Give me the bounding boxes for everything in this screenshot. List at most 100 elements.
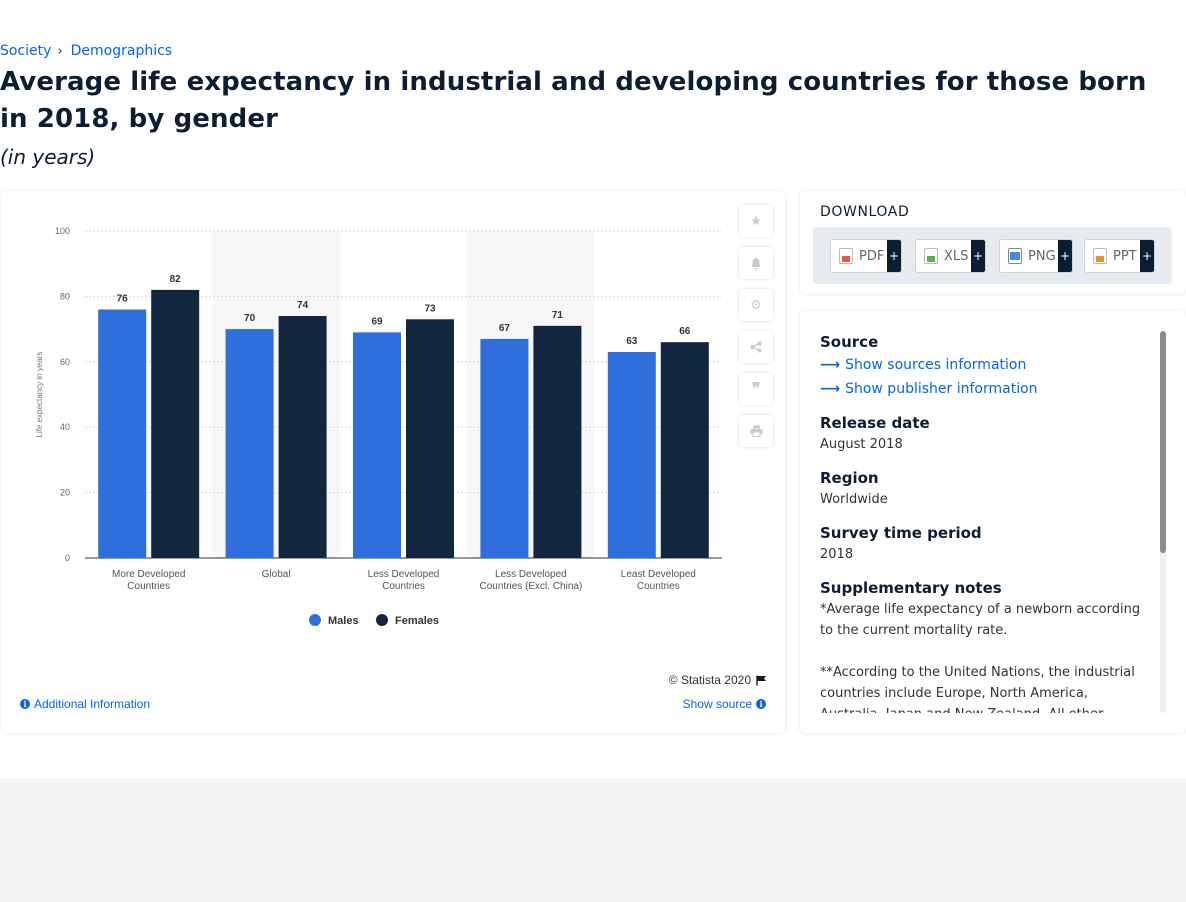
- y-tick-label: 100: [55, 226, 70, 236]
- data-label: 69: [371, 316, 383, 327]
- bar-males: [480, 338, 529, 558]
- breadcrumb-separator: ›: [57, 43, 63, 59]
- supplementary-note-1: *Average life expectancy of a newborn ac…: [820, 602, 1141, 638]
- download-pdf-button[interactable]: PDF +: [830, 239, 902, 273]
- show-publisher-link[interactable]: ⟶ Show publisher information: [820, 377, 1150, 401]
- show-sources-label: Show sources information: [845, 357, 1027, 373]
- notification-button[interactable]: [739, 247, 773, 279]
- download-ppt-label: PPT: [1113, 248, 1137, 264]
- survey-period-value: 2018: [820, 547, 854, 562]
- chart-toolbar: ★ ⚙ ❞: [739, 205, 773, 457]
- bar-chart: 0 20 40 60 80 100 Life expectancy in years 76 70…: [35, 226, 722, 627]
- data-label: 70: [244, 313, 256, 324]
- download-buttons-row: PDF + XLS + PNG + PPT +: [813, 227, 1172, 284]
- show-source-link[interactable]: Show source i: [683, 697, 766, 711]
- settings-button[interactable]: ⚙: [739, 289, 773, 321]
- data-label: 74: [297, 300, 309, 311]
- show-sources-link[interactable]: ⟶ Show sources information: [820, 353, 1150, 377]
- cite-button[interactable]: ❞: [739, 373, 773, 405]
- x-tick-label: Countries (Excl. China): [479, 581, 582, 592]
- supplementary-notes-label: Supplementary notes: [820, 579, 1002, 597]
- flag-icon[interactable]: [756, 675, 767, 686]
- download-title: DOWNLOAD: [820, 204, 910, 220]
- release-date-label: Release date: [820, 414, 930, 432]
- chart-card: 0 20 40 60 80 100 Life expectancy in years 76 70…: [1, 191, 785, 733]
- page-subtitle: (in years): [0, 145, 96, 169]
- y-tick-label: 0: [65, 553, 70, 563]
- scrollbar-thumb[interactable]: [1160, 331, 1166, 553]
- arrow-right-icon: ⟶: [820, 357, 841, 373]
- data-label: 82: [170, 274, 182, 285]
- source-scrollbar[interactable]: [1160, 331, 1166, 713]
- share-button[interactable]: [739, 331, 773, 363]
- bar-males: [98, 309, 147, 558]
- bar-males: [607, 351, 656, 558]
- breadcrumb-demographics[interactable]: Demographics: [70, 43, 173, 59]
- additional-information-label: Additional Information: [34, 697, 151, 711]
- additional-information-link[interactable]: i Additional Information: [20, 697, 150, 711]
- data-label: 67: [499, 323, 511, 334]
- download-panel: DOWNLOAD PDF + XLS + PNG + PPT +: [800, 191, 1186, 294]
- x-tick-label: Least Developed: [621, 569, 696, 580]
- x-tick-label: More Developed: [112, 569, 185, 580]
- download-ppt-button[interactable]: PPT +: [1084, 239, 1155, 273]
- info-icon: i: [756, 699, 766, 709]
- bell-icon: [751, 257, 761, 269]
- data-label: 73: [424, 303, 436, 314]
- y-tick-label: 80: [60, 291, 70, 301]
- legend-marker: [309, 614, 321, 626]
- download-png-label: PNG: [1028, 248, 1056, 264]
- download-png-button[interactable]: PNG +: [999, 239, 1073, 273]
- star-icon: ★: [750, 213, 762, 228]
- source-heading: Source: [820, 333, 879, 351]
- plus-icon: +: [1140, 240, 1154, 272]
- legend-label: Females: [395, 615, 439, 627]
- data-label: 66: [679, 326, 691, 337]
- show-source-label: Show source: [682, 697, 752, 711]
- y-tick-label: 60: [60, 357, 70, 367]
- ppt-file-icon: [1093, 248, 1107, 264]
- page-title: Average life expectancy in industrial an…: [0, 67, 1147, 134]
- bar-females: [660, 342, 709, 558]
- bar-females: [406, 319, 454, 558]
- statista-credit: © Statista 2020: [669, 673, 767, 687]
- gear-icon: ⚙: [750, 297, 762, 312]
- download-xls-button[interactable]: XLS +: [915, 239, 986, 273]
- credit-text: © Statista 2020: [668, 673, 751, 687]
- png-file-icon: [1008, 248, 1022, 264]
- xls-file-icon: [924, 248, 938, 264]
- x-tick-label: Countries: [127, 581, 170, 592]
- bar-females: [278, 316, 327, 558]
- y-axis-title: Life expectancy in years: [35, 352, 44, 438]
- source-details: Source ⟶ Show sources information ⟶ Show…: [820, 331, 1150, 713]
- pdf-file-icon: [839, 248, 853, 264]
- plus-icon: +: [971, 240, 985, 272]
- release-date-value: August 2018: [820, 437, 903, 452]
- bar-females: [151, 289, 200, 558]
- show-publisher-label: Show publisher information: [845, 381, 1038, 397]
- print-icon: [750, 425, 762, 437]
- x-tick-label: Global: [262, 569, 291, 580]
- plus-icon: +: [1058, 240, 1072, 272]
- region-label: Region: [820, 469, 879, 487]
- x-tick-label: Countries: [637, 581, 680, 592]
- data-label: 71: [552, 310, 564, 321]
- x-tick-label: Less Developed: [495, 569, 567, 580]
- plus-icon: +: [887, 240, 901, 272]
- region-value: Worldwide: [820, 492, 888, 507]
- data-label: 63: [626, 336, 638, 347]
- download-pdf-label: PDF: [859, 248, 885, 264]
- legend-label: Males: [328, 615, 359, 627]
- bar-females: [533, 325, 582, 558]
- info-icon: i: [20, 699, 30, 709]
- download-xls-label: XLS: [944, 248, 969, 264]
- y-tick-label: 40: [60, 422, 70, 432]
- supplementary-note-2: **According to the United Nations, the i…: [820, 665, 1135, 713]
- favorite-button[interactable]: ★: [739, 205, 773, 237]
- bar-males: [353, 332, 401, 558]
- quote-icon: ❞: [751, 381, 761, 398]
- breadcrumb-society[interactable]: Society: [0, 43, 52, 59]
- source-panel: Source ⟶ Show sources information ⟶ Show…: [800, 311, 1186, 733]
- bottom-strip: [0, 762, 1186, 778]
- print-button[interactable]: [739, 415, 773, 447]
